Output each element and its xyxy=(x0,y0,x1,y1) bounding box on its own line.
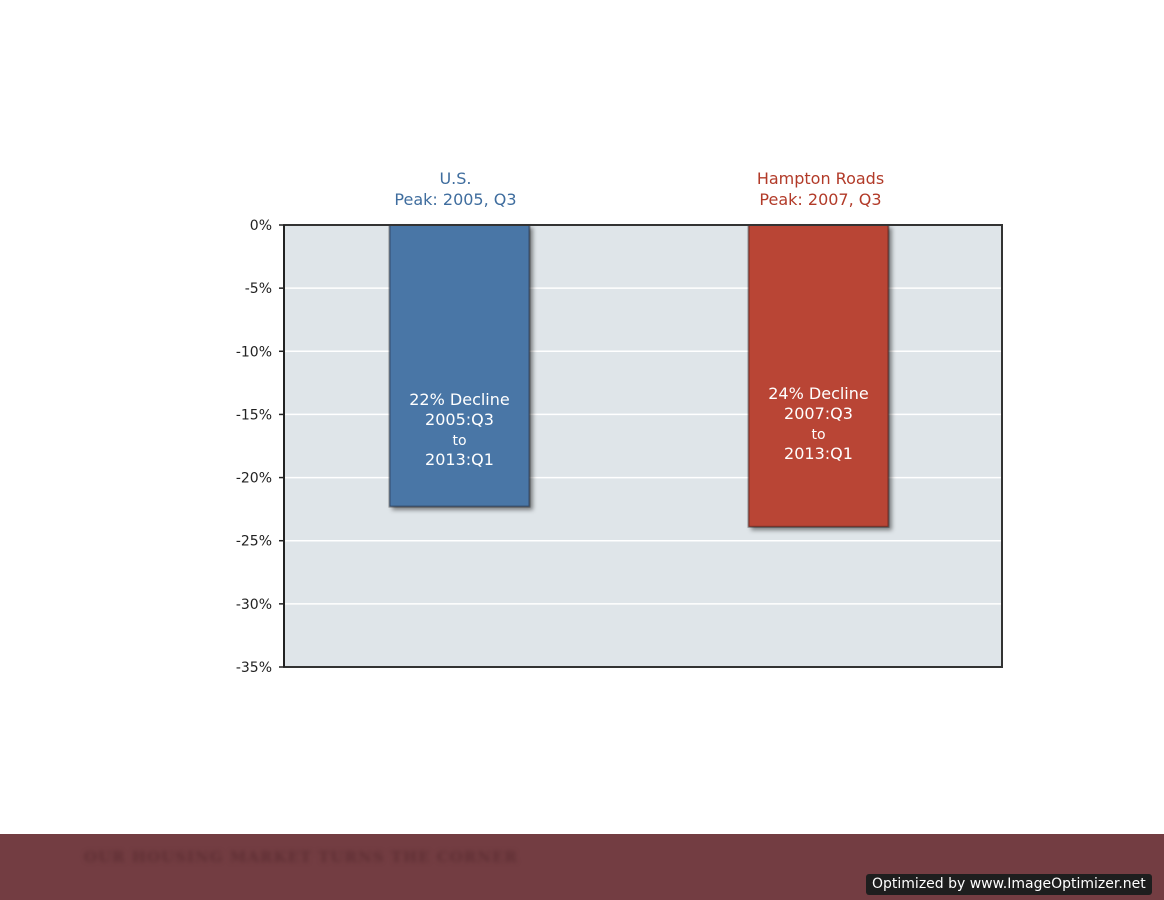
bars xyxy=(388,224,890,528)
bar-annotation: 24% Decline xyxy=(768,384,868,403)
category-header-peak: Peak: 2007, Q3 xyxy=(759,190,881,209)
bar-annotation: 22% Decline xyxy=(409,390,509,409)
watermark-badge: Optimized by www.ImageOptimizer.net xyxy=(866,874,1152,895)
bar-u-s- xyxy=(388,224,531,508)
bar-annotation: 2005:Q3 xyxy=(425,410,494,429)
category-header-peak: Peak: 2005, Q3 xyxy=(394,190,516,209)
bar-annotation: 2013:Q1 xyxy=(425,450,494,469)
bar-annotation: to xyxy=(452,433,466,449)
y-tick-label: -35% xyxy=(236,660,272,676)
y-tick-label: -10% xyxy=(236,344,272,360)
category-header-name: Hampton Roads xyxy=(757,169,884,188)
footer-title: OUR HOUSING MARKET TURNS THE CORNER xyxy=(84,848,518,866)
bar-annotation: 2013:Q1 xyxy=(784,444,853,463)
y-tick-label: 0% xyxy=(250,218,272,234)
bar-hampton-roads xyxy=(747,224,890,528)
category-headers: U.S. Peak: 2005, Q3 Hampton Roads Peak: 200… xyxy=(394,169,884,209)
bar-annotation: to xyxy=(811,427,825,443)
bar-annotation: 2007:Q3 xyxy=(784,404,853,423)
footer-band: OUR HOUSING MARKET TURNS THE CORNER xyxy=(0,834,1164,900)
y-tick-label: -30% xyxy=(236,597,272,613)
y-tick-label: -15% xyxy=(236,407,272,423)
y-tick-label: -25% xyxy=(236,534,272,550)
y-tick-label: -5% xyxy=(245,281,272,297)
y-axis-ticks: 0% -5% -10% -15% -20% -25% -30% -35% xyxy=(236,218,284,676)
y-tick-label: -20% xyxy=(236,471,272,487)
category-header-name: U.S. xyxy=(439,169,471,188)
